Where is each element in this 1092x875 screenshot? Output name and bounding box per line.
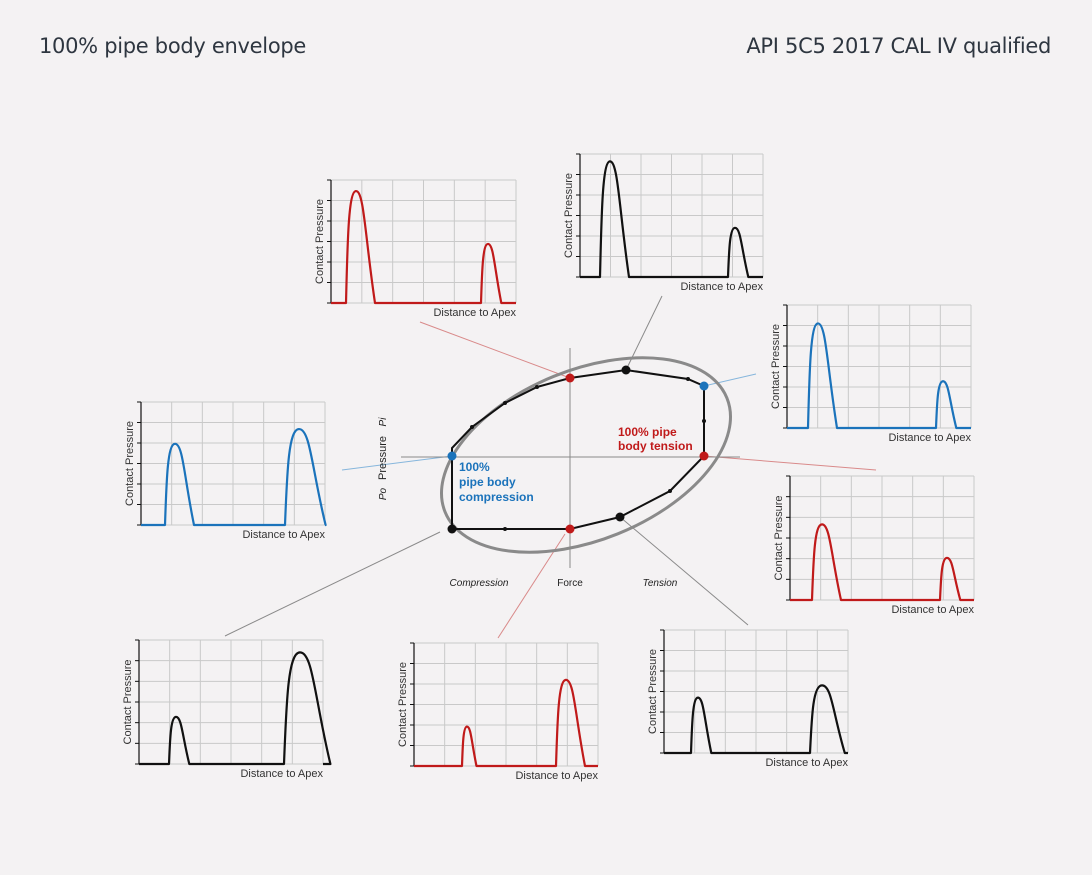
compression-axis-label: Compression <box>450 578 509 589</box>
pressure-axis-label: Pressure <box>377 436 389 480</box>
envelope-ellipse <box>440 356 732 554</box>
path-point <box>702 419 706 423</box>
load-state-point <box>621 365 631 375</box>
x-axis-label: Distance to Apex <box>888 432 971 444</box>
chart-grid <box>413 642 599 767</box>
load-state-point <box>565 373 575 383</box>
contact-pressure-chart: Contact Pressure Distance to Apex <box>397 642 599 782</box>
contact-pressure-chart: Contact Pressure Distance to Apex <box>124 401 327 541</box>
tension-axis-label: Tension <box>643 578 678 589</box>
contact-pressure-chart: Contact Pressure Distance to Apex <box>770 304 972 444</box>
contact-pressure-chart: Contact Pressure Distance to Apex <box>122 639 332 780</box>
contact-pressure-series <box>139 651 332 766</box>
compression-label-line2: pipe body <box>459 475 516 489</box>
chart-grid <box>138 639 324 765</box>
load-state-point <box>447 451 457 461</box>
contact-pressure-series <box>787 322 971 430</box>
po-label: Po <box>378 487 389 500</box>
load-state-point <box>699 381 709 391</box>
qualification-title: API 5C5 2017 CAL IV qualified <box>746 34 1051 58</box>
path-point <box>668 489 672 493</box>
connector-line <box>224 531 441 637</box>
y-axis-label: Contact Pressure <box>122 660 134 745</box>
path-point <box>535 385 539 389</box>
contact-pressure-series <box>664 684 848 755</box>
contact-pressure-series <box>141 427 327 527</box>
path-point <box>470 425 474 429</box>
y-axis-label: Contact Pressure <box>773 496 785 581</box>
connector-line <box>703 455 877 471</box>
x-axis-label: Distance to Apex <box>891 604 974 616</box>
load-state-point <box>565 524 575 534</box>
path-point <box>503 527 507 531</box>
chart-grid <box>786 304 972 429</box>
contact-pressure-series <box>414 678 598 768</box>
compression-label-line3: compression <box>459 490 534 504</box>
connector-line <box>619 516 749 626</box>
contact-pressure-series <box>580 160 763 279</box>
connector-lines <box>224 295 877 639</box>
page-title: 100% pipe body envelope <box>39 34 307 58</box>
contact-pressure-chart: Contact Pressure Distance to Apex <box>314 179 517 319</box>
contact-pressure-chart: Contact Pressure Distance to Apex <box>647 629 849 769</box>
y-axis-label: Contact Pressure <box>563 173 575 258</box>
y-axis-label: Contact Pressure <box>770 324 782 409</box>
x-axis-label: Distance to Apex <box>515 770 598 782</box>
contact-pressure-chart: Contact Pressure Distance to Apex <box>773 475 975 616</box>
connector-line <box>703 373 757 387</box>
y-axis-label: Contact Pressure <box>314 199 326 284</box>
connector-line <box>419 321 571 379</box>
load-path-points <box>447 365 709 534</box>
x-axis-label: Distance to Apex <box>765 757 848 769</box>
load-state-point <box>699 451 709 461</box>
pi-label: Pi <box>378 417 389 427</box>
contact-pressure-series <box>790 523 974 602</box>
connector-line <box>341 455 453 471</box>
load-state-point <box>447 524 457 534</box>
chart-grid <box>330 179 517 304</box>
contact-pressure-chart: Contact Pressure Distance to Apex <box>563 153 764 293</box>
contact-pressure-series <box>331 189 516 305</box>
path-point <box>503 401 507 405</box>
y-axis-label: Contact Pressure <box>124 421 136 506</box>
x-axis-label: Distance to Apex <box>433 307 516 319</box>
path-point <box>686 377 690 381</box>
compression-label-line1: 100% <box>459 460 490 474</box>
y-axis-label: Contact Pressure <box>647 649 659 734</box>
tension-label-line1: 100% pipe <box>618 425 677 439</box>
tension-label-line2: body tension <box>618 439 693 453</box>
x-axis-label: Distance to Apex <box>242 529 325 541</box>
load-state-point <box>615 512 625 522</box>
y-axis-label: Contact Pressure <box>397 662 409 747</box>
chart-grid <box>579 153 764 278</box>
chart-grid <box>789 475 975 601</box>
load-envelope-diagram: Pressure Pi Po Compression Force Tension… <box>377 348 740 589</box>
x-axis-label: Distance to Apex <box>240 768 323 780</box>
force-axis-label: Force <box>557 578 583 589</box>
x-axis-label: Distance to Apex <box>680 281 763 293</box>
